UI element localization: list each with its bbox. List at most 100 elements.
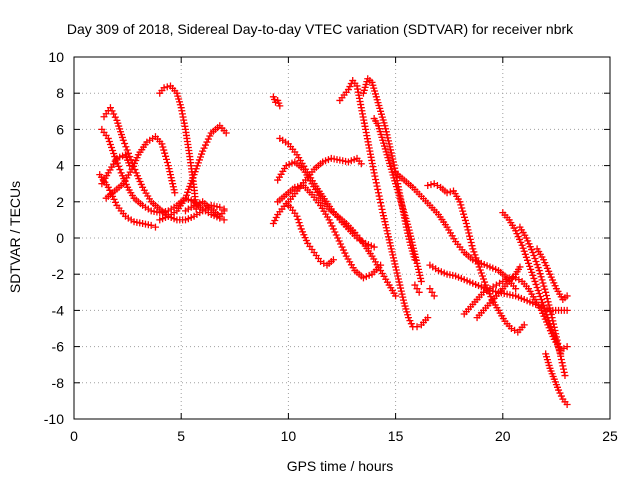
data-point [430,292,438,300]
data-point [424,314,432,322]
series-track-28 [426,285,438,300]
data-point [123,146,131,154]
data-point [109,147,117,155]
data-point [458,204,466,212]
data-point [371,172,379,180]
data-point [545,301,553,309]
data-point [538,299,546,307]
series-track-08 [181,198,228,220]
series-track-17 [370,115,425,285]
data-point [408,238,416,246]
data-point [416,271,424,279]
data-point [471,251,479,259]
data-point [384,233,392,241]
data-point [110,110,118,118]
y-tick-label: 6 [56,121,64,137]
data-point [557,392,565,400]
data-point [220,216,228,224]
data-point [398,290,406,298]
data-point [461,213,469,221]
data-point [332,231,340,239]
data-point [516,263,524,271]
data-point [410,247,418,255]
data-point [394,275,402,283]
data-point [555,386,563,394]
data-point [413,323,421,331]
data-point [199,147,207,155]
data-point [459,207,467,215]
data-point [544,298,552,306]
data-point [541,285,549,293]
data-point [525,259,533,267]
x-tick-label: 15 [388,428,404,444]
data-point [407,232,415,240]
data-point [532,280,540,288]
data-point [411,250,419,258]
data-point [481,278,489,286]
data-point [160,84,168,92]
data-point [164,162,172,170]
data-point [269,220,277,228]
series-track-10 [269,200,337,269]
x-tick-label: 5 [177,428,185,444]
data-point [112,156,120,164]
y-tick-label: -6 [52,339,65,355]
data-point [529,271,537,279]
data-point [334,234,342,242]
data-point [108,107,116,115]
y-tick-label: 8 [56,85,64,101]
data-point [344,86,352,94]
data-point [339,246,347,254]
data-point [457,201,465,209]
data-point [335,237,343,245]
data-point [468,242,476,250]
data-point [220,207,228,215]
data-point [331,228,339,236]
data-point [522,253,530,261]
data-point [108,144,116,151]
data-point [126,153,134,161]
data-point [122,143,130,151]
data-point [201,141,209,149]
data-point [417,274,425,282]
x-tick-label: 25 [602,428,618,444]
data-point [527,265,535,273]
data-point [473,257,481,265]
data-point [104,134,112,142]
data-point [165,165,173,173]
data-point [538,276,546,284]
data-point [409,241,417,249]
data-point [391,260,399,268]
data-point [461,216,469,224]
data-point [377,202,385,210]
chart-title: Day 309 of 2018, Sidereal Day-to-day VTE… [67,21,574,37]
data-point [381,218,389,226]
data-point [192,205,200,213]
data-point [370,169,378,177]
data-point [379,212,387,220]
data-point [204,135,212,143]
data-point [477,269,485,277]
series-track-24 [516,223,569,380]
plot-frame [73,56,611,420]
data-point [537,273,545,281]
data-point [427,181,435,189]
data-point [167,174,175,182]
data-point [296,222,304,230]
data-point [271,217,279,225]
data-point [417,277,425,285]
data-point [338,243,346,251]
data-point [555,343,563,351]
data-point [393,269,401,277]
data-point [386,239,394,247]
data-point [530,274,538,282]
data-point [106,140,114,148]
data-point [372,179,380,187]
y-tick-label: 4 [56,158,64,174]
data-point [397,287,405,295]
data-point [414,262,422,270]
data-point [407,235,415,243]
data-point [523,256,531,264]
data-point [426,285,434,293]
data-point [337,240,345,248]
